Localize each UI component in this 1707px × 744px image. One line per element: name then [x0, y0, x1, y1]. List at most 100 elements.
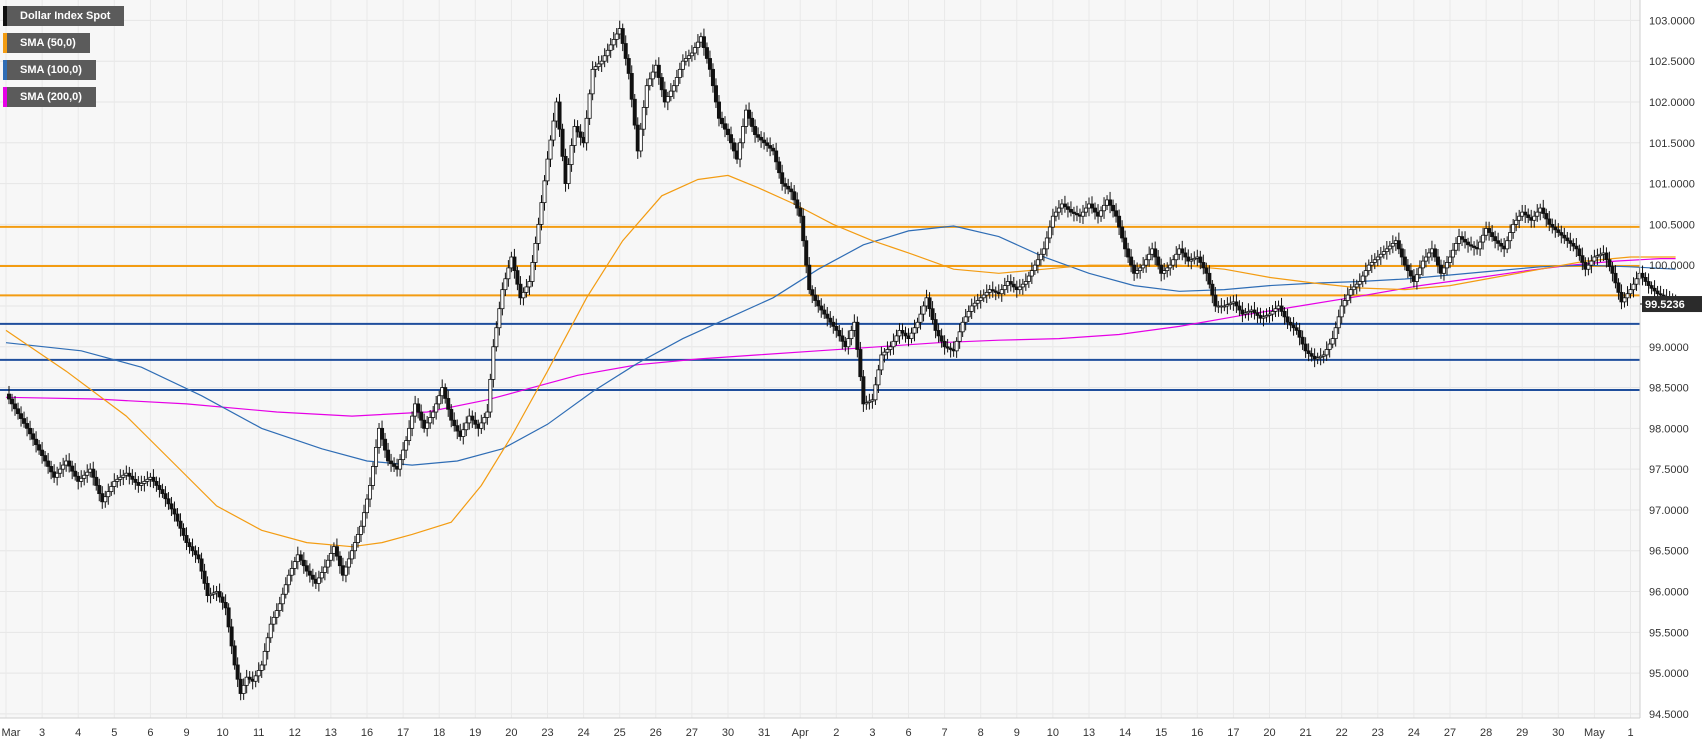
candle-body	[623, 43, 628, 59]
candle-body	[1592, 256, 1597, 262]
candle-body	[1577, 248, 1582, 257]
candle-body	[205, 582, 210, 597]
time-tick-label: 15	[1155, 727, 1167, 739]
candle-body	[461, 429, 466, 437]
candle-body	[873, 384, 878, 401]
candle-body	[301, 559, 306, 567]
candle-body	[193, 550, 198, 556]
candle-body	[368, 485, 373, 500]
legend-sma-200[interactable]: SMA (200,0)	[3, 87, 96, 107]
candle-body	[729, 134, 734, 144]
candle-body	[1658, 293, 1663, 296]
candle-body	[1399, 248, 1404, 258]
legend-sma-100[interactable]: SMA (100,0)	[3, 60, 96, 80]
candle-body	[1035, 259, 1040, 266]
candle-body	[665, 96, 670, 103]
time-tick-label: 17	[1227, 727, 1239, 739]
candle-body	[1053, 211, 1058, 217]
candle-body	[1426, 252, 1431, 258]
candle-body	[1074, 213, 1079, 216]
price-tick-label: 102.5000	[1649, 56, 1695, 68]
price-tick-label: 97.0000	[1649, 505, 1689, 517]
candle-body	[680, 60, 685, 70]
candle-body	[1234, 301, 1239, 307]
candle-body	[1056, 207, 1061, 213]
candle-body	[1228, 302, 1233, 306]
candle-body	[380, 427, 385, 440]
candle-body	[1372, 259, 1377, 263]
candle-body	[593, 66, 598, 70]
candle-body	[139, 483, 144, 486]
candle-body	[891, 340, 896, 348]
candle-body	[1490, 232, 1495, 238]
candle-body	[277, 603, 282, 611]
legend-label: SMA (50,0)	[20, 37, 76, 49]
candle-body	[1580, 255, 1585, 263]
candle-body	[1138, 267, 1143, 272]
candle-body	[371, 466, 376, 486]
candle-body	[1481, 234, 1486, 243]
candle-body	[319, 572, 324, 579]
candle-body	[1595, 255, 1600, 258]
candle-body	[1357, 281, 1362, 285]
candle-body	[1002, 285, 1007, 291]
chart-grid	[0, 0, 1640, 718]
candle-body	[1622, 297, 1627, 303]
price-tick-label: 94.5000	[1649, 709, 1689, 721]
candle-body	[1402, 256, 1407, 266]
candle-body	[1309, 353, 1314, 357]
time-tick-label: 13	[1083, 727, 1095, 739]
legend-sma-50[interactable]: SMA (50,0)	[3, 33, 90, 53]
candle-body	[1553, 226, 1558, 231]
candle-body	[939, 335, 944, 342]
candle-body	[25, 423, 30, 429]
candle-body	[1117, 215, 1122, 228]
candle-body	[650, 71, 655, 80]
candle-body	[1571, 243, 1576, 247]
candle-body	[1381, 251, 1386, 255]
candle-body	[1345, 294, 1350, 301]
candle-body	[1153, 248, 1158, 258]
candle-body	[882, 351, 887, 356]
candle-body	[419, 411, 424, 421]
candle-body	[671, 85, 676, 92]
candle-body	[1565, 237, 1570, 242]
candle-body	[894, 335, 899, 342]
candle-body	[1270, 311, 1275, 315]
candle-body	[1451, 249, 1456, 258]
candle-body	[530, 262, 535, 282]
candle-body	[485, 411, 490, 418]
candle-body	[1318, 355, 1323, 359]
candle-body	[1126, 248, 1131, 258]
candle-body	[1071, 211, 1076, 214]
candle-body	[804, 240, 809, 266]
candle-body	[355, 534, 360, 543]
candle-body	[13, 403, 18, 410]
candle-body	[265, 637, 270, 652]
candle-body	[358, 525, 363, 535]
time-tick-label: Mar	[2, 727, 21, 739]
candle-body	[846, 338, 851, 348]
candle-body	[542, 180, 547, 204]
candle-body	[79, 477, 84, 482]
candle-body	[73, 470, 78, 477]
candle-body	[404, 440, 409, 451]
candle-body	[602, 55, 607, 62]
candle-body	[1634, 278, 1639, 285]
candle-body	[1102, 204, 1107, 212]
candle-body	[1607, 259, 1612, 267]
candle-body	[280, 593, 285, 605]
price-tick-label: 98.5000	[1649, 383, 1689, 395]
candle-body	[879, 354, 884, 371]
candle-body	[524, 286, 529, 293]
price-tick-label: 95.0000	[1649, 668, 1689, 680]
candle-body	[1020, 283, 1025, 288]
candle-body	[1294, 327, 1299, 331]
candle-body	[428, 417, 433, 424]
candle-body	[819, 305, 824, 311]
candle-body	[145, 478, 150, 482]
candle-body	[807, 264, 812, 291]
legend-dollar-index-spot[interactable]: Dollar Index Spot	[3, 6, 125, 26]
candle-body	[1432, 248, 1437, 258]
